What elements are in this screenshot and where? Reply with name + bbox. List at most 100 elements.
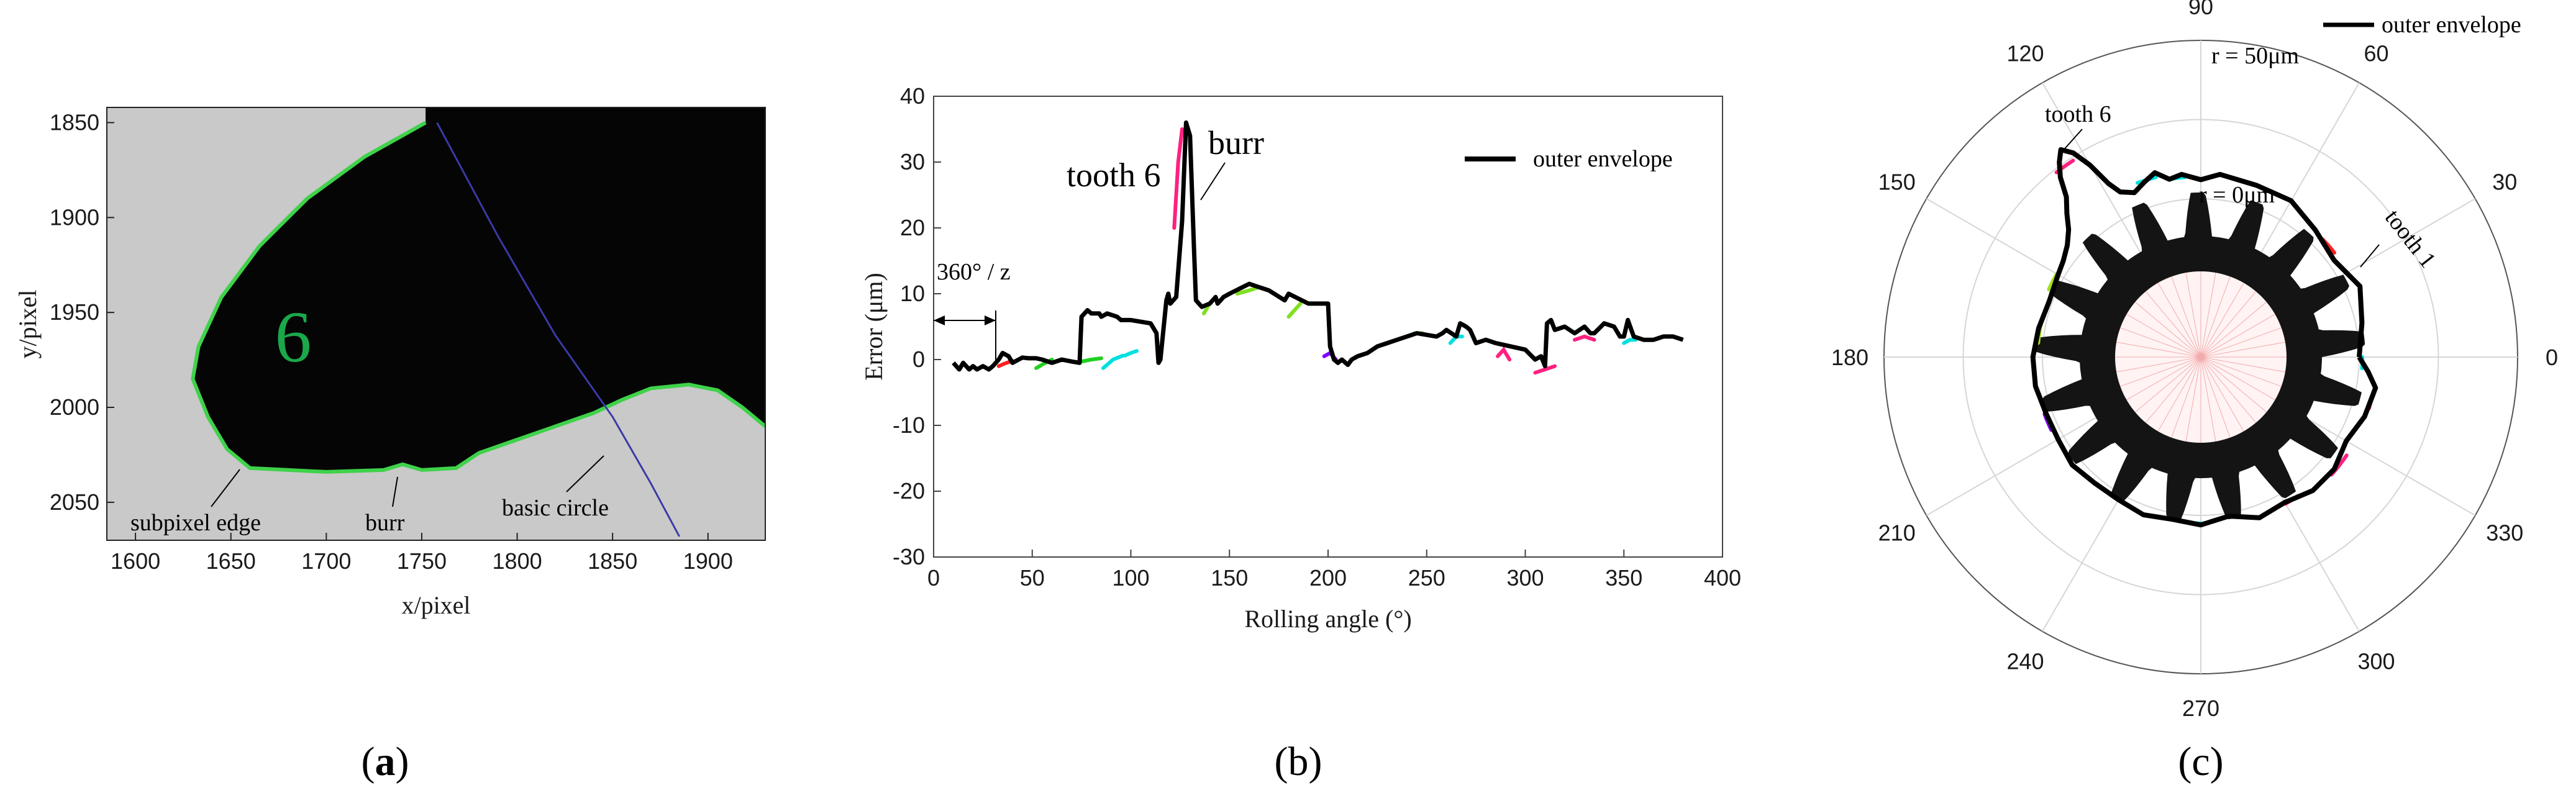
- panel-b-x-tick-label: 350: [1605, 565, 1642, 591]
- panel-c-annotation-r0: r = 0μm: [2199, 182, 2275, 208]
- panel-c-hub-spoke: [2200, 273, 2216, 358]
- panel-b-x-tick-label: 0: [927, 565, 940, 591]
- panel-c-hub-spoke: [2200, 356, 2216, 442]
- panel-c-hub-spoke: [2116, 356, 2201, 373]
- panel-c-hub-spoke: [2200, 356, 2275, 401]
- panel-c-angle-label: 330: [2486, 520, 2523, 546]
- panel-a-tooth-number: 6: [275, 296, 312, 378]
- panel-c-hub-spoke: [2145, 356, 2201, 424]
- panel-c-angle-label: 210: [1878, 520, 1916, 546]
- panel-c-hub-spoke: [2134, 301, 2201, 358]
- panel-a-x-tick-label: 1800: [493, 548, 542, 574]
- panel-a-annotation-burr: burr: [365, 510, 405, 536]
- panel-a: 1600 1650 1700 1750 1800 1850 1900 1850 1900 195…: [14, 107, 766, 619]
- panel-a-x-tick-label: 1650: [206, 548, 256, 574]
- panel-b-y-ticks: -30 -20 -10 0 10 20 30 40: [893, 83, 941, 569]
- panel-c-hub-spoke: [2200, 356, 2285, 373]
- panel-b-tooth-segment: [1123, 349, 1139, 358]
- panel-c-hub-spoke: [2200, 356, 2244, 432]
- panel-b-x-tick-label: 400: [1704, 565, 1741, 591]
- panel-c: 0 30 60 90 120 150 180 210 240 270 300 330 outer en…: [1831, 0, 2558, 721]
- panel-c-angle-label: 90: [2188, 0, 2213, 19]
- panel-c-angle-label: 240: [2006, 648, 2044, 674]
- panel-b-x-label: Rolling angle (°): [1244, 605, 1411, 633]
- panel-c-hub-spoke: [2171, 356, 2201, 438]
- panel-b-tooth-segment: [1533, 364, 1557, 375]
- panel-b-annotation-period: 360° / z: [937, 259, 1011, 285]
- panel-c-hub-spoke: [2120, 327, 2201, 358]
- panel-c-hub-spoke: [2200, 301, 2267, 358]
- panel-b-tooth-segment: [1286, 301, 1303, 319]
- panel-b-tooth-segment: [1101, 353, 1125, 370]
- panel-a-y-tick-label: 2050: [50, 489, 99, 515]
- panel-c-angle-labels: 0 30 60 90 120 150 180 210 240 270 300 330: [1831, 0, 2558, 721]
- panel-a-burr-pointer: [392, 476, 398, 507]
- panel-c-tooth-6-pointer: [2060, 129, 2083, 153]
- panel-c-hub-spoke: [2200, 291, 2257, 358]
- panel-c-legend-label: outer envelope: [2382, 12, 2521, 38]
- panel-b-y-tick-label: -10: [893, 412, 925, 438]
- panel-b-y-tick-label: 40: [900, 83, 925, 109]
- panel-c-hub-spoke: [2126, 356, 2201, 401]
- panel-b-x-tick-label: 50: [1020, 565, 1045, 591]
- panel-b-y-label: Error (μm): [860, 273, 888, 381]
- panel-a-basic-circle-pointer: [566, 455, 604, 492]
- panel-a-x-ticks: 1600 1650 1700 1750 1800 1850 1900: [111, 533, 733, 574]
- panel-c-hub-spoke: [2116, 342, 2201, 358]
- panel-a-x-tick-label: 1700: [301, 548, 351, 574]
- panel-a-x-label: x/pixel: [401, 591, 470, 619]
- panel-c-hub-spoke: [2200, 356, 2231, 438]
- panel-c-outer-envelope-line: [2030, 147, 2378, 528]
- panel-c-hub-spoke: [2200, 356, 2257, 424]
- panel-c-hub-spoke: [2200, 356, 2282, 387]
- panel-c-angle-label: 60: [2364, 41, 2388, 66]
- panel-c-hub-spoke: [2200, 327, 2282, 358]
- panel-a-x-tick-label: 1850: [588, 548, 637, 574]
- panel-c-hub-spoke: [2171, 276, 2201, 358]
- panel-a-y-tick-label: 2000: [50, 394, 99, 420]
- panel-b-burr-pointer: [1200, 162, 1226, 201]
- panel-b-x-tick-label: 150: [1211, 565, 1248, 591]
- panel-b-tooth-segment: [1496, 347, 1512, 361]
- panel-c-tooth-1-pointer: [2360, 244, 2380, 268]
- panel-a-x-tick-label: 1600: [111, 548, 160, 574]
- panel-label-c: (c): [2178, 739, 2223, 784]
- panel-a-y-ticks: 1850 1900 1950 2000 2050: [50, 109, 114, 515]
- panel-b-x-tick-label: 100: [1112, 565, 1149, 591]
- panel-b-tooth-segment: [1172, 127, 1184, 230]
- panel-b-y-tick-label: 30: [900, 149, 925, 174]
- panel-a-axes-frame: [106, 107, 766, 541]
- panel-b-y-tick-label: -20: [893, 478, 925, 504]
- panel-c-angle-label: 300: [2357, 648, 2395, 674]
- panel-a-y-tick-label: 1950: [50, 299, 99, 325]
- panel-c-angle-label: 120: [2006, 41, 2044, 66]
- panel-b-legend-label: outer envelope: [1533, 146, 1673, 172]
- panel-c-angle-label: 150: [1878, 170, 1916, 195]
- panel-a-annotation-basic-circle: basic circle: [502, 495, 609, 521]
- panel-b-annotation-burr: burr: [1208, 124, 1264, 161]
- panel-c-hub-spoke: [2157, 283, 2201, 358]
- panel-b: 0 50 100 150 200 250 300 350 400 -30 -20 -10 0 10 20 3…: [860, 83, 1741, 633]
- panel-b-y-tick-label: -30: [893, 544, 925, 569]
- panel-c-angle-label: 30: [2492, 170, 2517, 195]
- panel-b-tooth-segment: [1622, 338, 1638, 345]
- panel-b-x-tick-label: 300: [1506, 565, 1544, 591]
- panel-b-outer-envelope-line: [952, 120, 1684, 372]
- panel-c-hub-spoke: [2157, 356, 2201, 432]
- panel-b-x-ticks: 0 50 100 150 200 250 300 350 400: [927, 550, 1741, 591]
- panel-a-annotation-subpixel-edge: subpixel edge: [130, 510, 261, 536]
- panel-b-annotation-tooth-6: tooth 6: [1067, 156, 1161, 194]
- panel-c-hub-spoke: [2134, 356, 2201, 413]
- panel-b-tooth-segment: [1080, 356, 1103, 364]
- panel-a-y-tick-label: 1850: [50, 109, 99, 135]
- panel-b-y-tick-label: 10: [900, 281, 925, 306]
- panel-c-hub-spoke: [2126, 314, 2201, 358]
- panel-b-x-tick-label: 250: [1408, 565, 1445, 591]
- panel-c-annotation-r50: r = 50μm: [2211, 43, 2299, 69]
- panel-c-angle-label: 0: [2546, 345, 2558, 370]
- panel-c-hub-spoke: [2120, 356, 2201, 387]
- panel-c-hub-spoke: [2200, 314, 2275, 358]
- panel-c-hub-spoke: [2145, 291, 2201, 358]
- panel-a-y-label: y/pixel: [14, 289, 42, 358]
